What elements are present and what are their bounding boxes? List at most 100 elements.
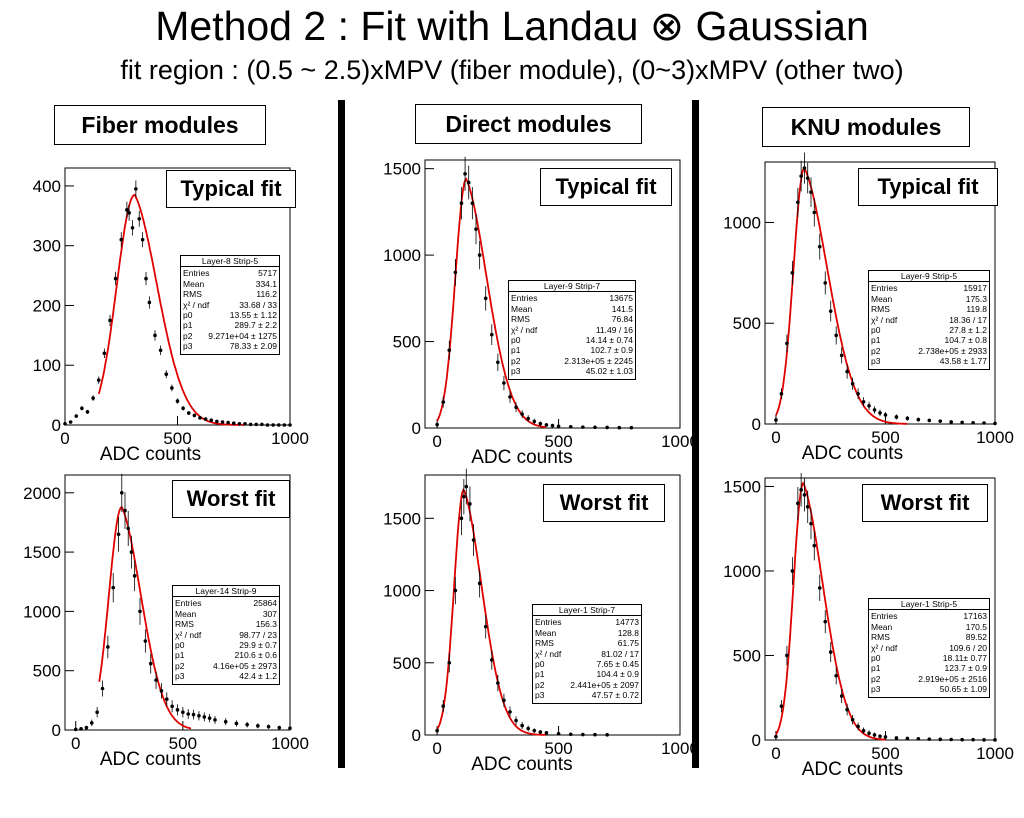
data-point — [95, 710, 99, 715]
data-point — [790, 569, 795, 573]
data-point — [550, 423, 555, 428]
stats-key: p2 — [175, 660, 185, 671]
x-axis-label: ADC counts — [802, 759, 903, 780]
data-point — [127, 211, 131, 215]
stats-value: 9.271e+04 ± 1275 — [208, 330, 277, 341]
stats-value: 109.6 / 20 — [949, 642, 987, 653]
stats-row: p1 102.7 ± 0.9 — [511, 345, 633, 355]
stats-key: χ² / ndf — [183, 299, 210, 310]
stats-value: 2.441e+05 ± 2097 — [570, 679, 639, 690]
data-point — [802, 493, 807, 497]
data-point — [181, 710, 185, 715]
data-point — [799, 488, 803, 492]
stats-value: 15917 — [963, 283, 987, 294]
stats-key: χ² / ndf — [511, 324, 538, 335]
stats-value: 98.77 / 23 — [239, 629, 277, 640]
stats-key: p0 — [175, 640, 185, 651]
data-point — [861, 400, 866, 404]
stats-row: Entries 13675 — [511, 293, 633, 303]
stats-key: Mean — [183, 278, 205, 289]
stats-box-title: Layer-1 Strip-5 — [869, 599, 989, 611]
stats-key: Entries — [183, 268, 210, 279]
data-point — [520, 412, 524, 416]
data-point — [532, 728, 537, 733]
stats-row: χ² / ndf 98.77 / 23 — [175, 630, 277, 640]
y-tick-label: 100 — [33, 356, 61, 375]
data-point — [471, 538, 476, 542]
data-point — [175, 399, 180, 403]
data-point — [453, 588, 458, 593]
data-point — [812, 210, 817, 215]
stats-row: p1 289.7 ± 2.2 — [183, 320, 277, 330]
stats-key: Mean — [871, 621, 893, 632]
x-tick-label: 1000 — [271, 734, 309, 753]
data-point — [192, 413, 197, 418]
stats-value: 33.68 / 33 — [239, 299, 277, 310]
data-point — [243, 422, 247, 426]
stats-key: p2 — [871, 345, 881, 356]
stats-key: p2 — [535, 679, 545, 690]
data-point — [170, 704, 174, 709]
data-point — [447, 348, 452, 352]
data-point — [266, 724, 271, 729]
stats-key: p1 — [175, 650, 185, 661]
stats-value: 14.14 ± 0.74 — [585, 335, 633, 346]
data-point — [593, 425, 597, 430]
data-point — [175, 708, 180, 712]
data-point — [164, 372, 169, 376]
data-point — [276, 423, 281, 427]
stats-key: Entries — [871, 611, 898, 622]
stats-value: 27.8 ± 1.2 — [949, 325, 987, 336]
stats-box: Layer-14 Strip-9 Entries 25864 Mean 307 RMS 15… — [172, 585, 280, 685]
stats-value: 116.2 — [256, 289, 277, 300]
data-point — [441, 400, 446, 404]
data-point — [80, 406, 84, 411]
data-point — [288, 726, 292, 731]
stats-key: Mean — [535, 627, 557, 638]
x-tick-label: 1000 — [976, 428, 1014, 447]
stats-row: Mean 334.1 — [183, 279, 277, 289]
y-tick-label: 1000 — [23, 602, 61, 621]
data-point — [489, 658, 494, 662]
data-point — [960, 737, 964, 742]
stats-key: RMS — [511, 314, 530, 325]
stats-value: 119.8 — [966, 304, 987, 315]
data-point — [453, 270, 458, 275]
x-tick-label: 0 — [60, 429, 69, 448]
data-point — [593, 732, 597, 737]
data-point — [282, 423, 287, 427]
x-tick-label: 500 — [163, 429, 191, 448]
stats-value: 42.4 ± 1.2 — [239, 671, 277, 682]
data-point — [441, 704, 446, 708]
data-point — [785, 653, 789, 658]
stats-row: p2 2.738e+05 ± 2933 — [871, 346, 987, 356]
y-tick-label: 1500 — [383, 160, 421, 179]
data-point — [526, 416, 531, 421]
stats-row: p1 104.7 ± 0.8 — [871, 335, 987, 345]
stats-box-title: Layer-14 Strip-9 — [173, 586, 279, 598]
data-point — [796, 501, 800, 506]
data-point — [256, 724, 260, 728]
data-point — [248, 422, 253, 427]
stats-row: p1 210.6 ± 0.6 — [175, 650, 277, 660]
stats-key: p1 — [183, 320, 193, 331]
data-point — [483, 624, 488, 629]
stats-row: Entries 14773 — [535, 617, 639, 627]
data-point — [805, 504, 810, 509]
data-point — [856, 391, 860, 396]
stats-key: Entries — [535, 617, 562, 628]
data-point — [68, 420, 73, 424]
x-axis-label: ADC counts — [100, 749, 201, 770]
stats-value: 7.65 ± 0.45 — [596, 659, 639, 670]
stats-row: RMS 61.75 — [535, 638, 639, 648]
data-point — [147, 300, 152, 305]
slide-subtitle: fit region : (0.5 ~ 2.5)xMPV (fiber modu… — [120, 55, 904, 85]
data-point — [159, 689, 164, 693]
stats-key: RMS — [871, 304, 890, 315]
stats-key: RMS — [175, 619, 194, 630]
stats-row: p0 7.65 ± 0.45 — [535, 659, 639, 669]
data-point — [850, 381, 855, 386]
x-tick-label: 500 — [544, 432, 572, 451]
stats-row: p2 2.313e+05 ± 2245 — [511, 356, 633, 366]
column-label-direct: Direct modules — [415, 104, 642, 144]
